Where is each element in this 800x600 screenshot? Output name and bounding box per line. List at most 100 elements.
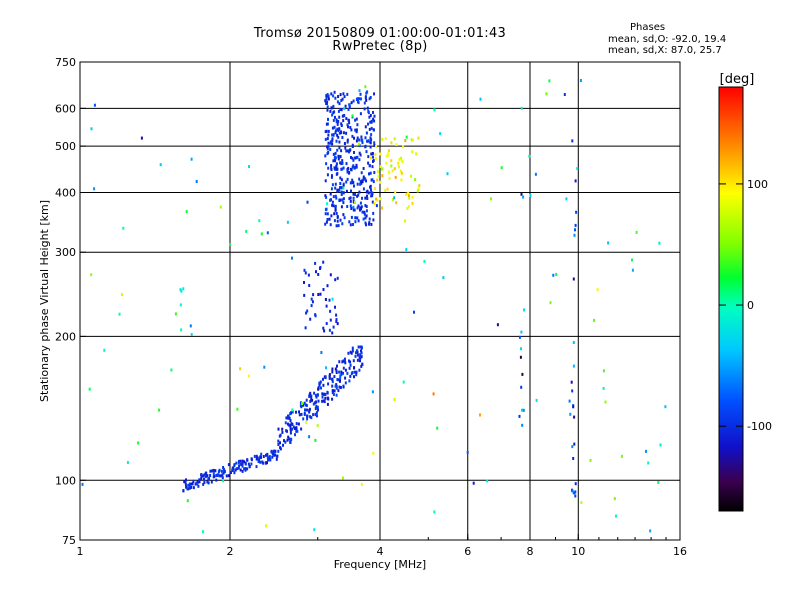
- data-point: [364, 136, 367, 140]
- data-point: [351, 165, 354, 169]
- data-point: [479, 97, 482, 101]
- data-point: [325, 97, 328, 101]
- data-point: [183, 480, 186, 484]
- data-point: [289, 440, 292, 444]
- data-point: [236, 467, 239, 471]
- data-point: [369, 171, 372, 175]
- data-point: [322, 399, 325, 403]
- data-point: [338, 115, 341, 119]
- data-point: [326, 137, 329, 141]
- data-point: [260, 452, 263, 456]
- data-point: [332, 159, 335, 163]
- data-point: [333, 125, 336, 129]
- data-point: [296, 429, 299, 433]
- data-point: [339, 186, 342, 189]
- data-point: [647, 461, 650, 465]
- data-point: [354, 156, 357, 160]
- data-point: [182, 287, 185, 291]
- data-point: [357, 219, 360, 223]
- data-point: [593, 318, 596, 322]
- data-point: [635, 230, 638, 234]
- data-point: [432, 392, 435, 396]
- data-point: [359, 153, 362, 157]
- data-point: [326, 152, 329, 156]
- data-point: [411, 150, 414, 154]
- data-point: [522, 195, 525, 199]
- data-point: [376, 178, 379, 182]
- data-point: [334, 204, 337, 208]
- data-point: [362, 217, 365, 221]
- data-point: [410, 174, 412, 178]
- data-point: [405, 135, 408, 139]
- data-point: [308, 284, 311, 287]
- data-point: [340, 99, 343, 102]
- data-point: [372, 451, 375, 455]
- data-point: [334, 131, 337, 135]
- data-point: [355, 351, 357, 355]
- data-point: [329, 309, 332, 313]
- data-point: [323, 329, 326, 333]
- data-point: [258, 456, 261, 460]
- data-point: [288, 437, 291, 441]
- data-point: [375, 197, 378, 201]
- data-point: [346, 177, 349, 181]
- data-point: [337, 378, 340, 382]
- data-point: [331, 370, 334, 374]
- data-point: [326, 202, 329, 206]
- data-point: [337, 135, 340, 139]
- data-point: [348, 119, 350, 123]
- data-point: [259, 460, 262, 464]
- data-point: [361, 141, 364, 145]
- data-point: [286, 220, 289, 224]
- data-point: [397, 161, 400, 165]
- data-point: [335, 313, 338, 317]
- data-point: [289, 427, 292, 431]
- data-point: [337, 109, 340, 113]
- data-point: [250, 458, 253, 462]
- data-point: [345, 117, 348, 120]
- data-point: [335, 371, 338, 374]
- data-point: [366, 139, 369, 143]
- data-point: [479, 413, 481, 417]
- data-point: [340, 193, 343, 196]
- data-point: [331, 331, 334, 335]
- data-point: [403, 219, 406, 223]
- data-point: [361, 138, 364, 142]
- data-point: [368, 217, 371, 221]
- data-point: [345, 162, 348, 166]
- data-point: [331, 380, 334, 384]
- data-point: [335, 168, 338, 171]
- data-point: [293, 427, 296, 430]
- data-point: [334, 194, 337, 198]
- data-point: [336, 378, 339, 381]
- data-point: [344, 104, 347, 108]
- data-point: [186, 487, 189, 491]
- data-point: [346, 138, 349, 142]
- x-tick-label: 6: [464, 545, 471, 558]
- data-point: [401, 159, 404, 163]
- data-point: [545, 92, 548, 96]
- data-point: [356, 182, 359, 186]
- data-point: [580, 501, 583, 504]
- data-point: [372, 159, 374, 163]
- data-point: [308, 435, 311, 439]
- colorbar-tick-label: -100: [747, 420, 772, 433]
- data-point: [407, 191, 410, 195]
- data-point: [334, 115, 336, 119]
- data-point: [370, 138, 373, 142]
- data-point: [355, 216, 358, 220]
- data-point: [371, 390, 374, 394]
- data-point: [347, 125, 349, 129]
- data-point: [342, 371, 344, 375]
- data-point: [414, 178, 417, 182]
- data-point: [351, 371, 354, 374]
- phase-stats-o-mode: mean, sd,O: -92.0, 19.4: [608, 34, 727, 45]
- data-point: [411, 201, 414, 205]
- data-point: [341, 161, 344, 165]
- data-point: [326, 284, 329, 288]
- data-point: [279, 441, 281, 445]
- data-point: [330, 106, 333, 110]
- data-point: [364, 204, 367, 207]
- data-point: [180, 289, 183, 293]
- data-point: [326, 100, 329, 104]
